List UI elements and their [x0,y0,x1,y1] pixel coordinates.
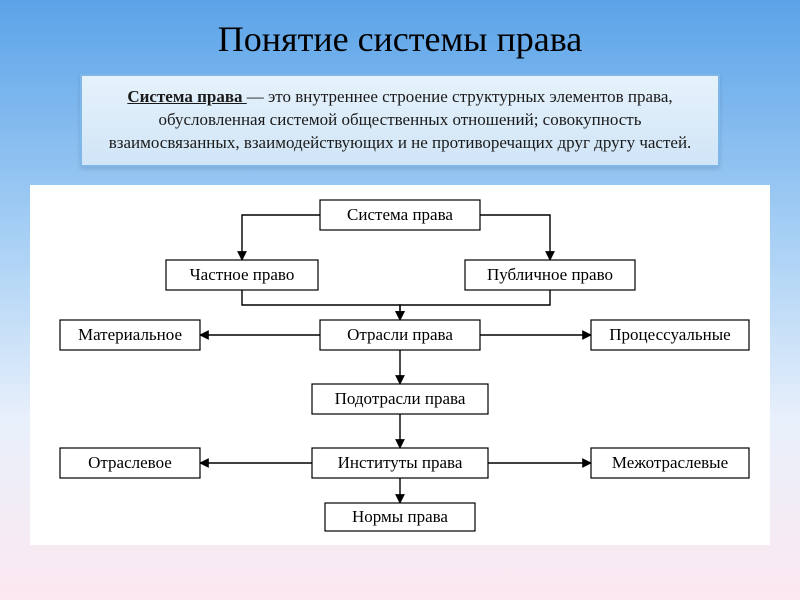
node-public: Публичное право [465,260,635,290]
node-sub: Подотрасли права [312,384,488,414]
svg-text:Отраслевое: Отраслевое [88,453,172,472]
svg-text:Межотраслевые: Межотраслевые [612,453,728,472]
node-norms: Нормы права [325,503,475,531]
definition-term: Система права [127,87,246,106]
edge-public-branches [400,290,550,320]
svg-text:Подотрасли права: Подотрасли права [335,389,466,408]
svg-text:Материальное: Материальное [78,325,182,344]
svg-text:Система права: Система права [347,205,453,224]
flowchart-svg: Система права Частное право Публичное прав… [50,201,750,531]
edge-root-public [480,215,550,260]
svg-text:Публичное право: Публичное право [487,265,613,284]
svg-text:Институты права: Институты права [338,453,463,472]
node-branches: Отрасли права [320,320,480,350]
definition-box: Система права — это внутреннее строение … [80,74,720,167]
node-inter: Межотраслевые [591,448,749,478]
node-root: Система права [320,200,480,230]
node-private: Частное право [166,260,318,290]
slide-title: Понятие системы права [0,0,800,74]
svg-text:Нормы права: Нормы права [352,507,448,526]
node-material: Материальное [60,320,200,350]
edge-root-private [242,215,320,260]
svg-text:Частное право: Частное право [190,265,295,284]
node-proc: Процессуальные [591,320,749,350]
slide-content: Понятие системы права Система права — эт… [0,0,800,545]
edge-private-branches [242,290,400,320]
svg-text:Процессуальные: Процессуальные [609,325,730,344]
svg-text:Отрасли права: Отрасли права [347,325,453,344]
node-inst: Институты права [312,448,488,478]
diagram-panel: Система права Частное право Публичное прав… [30,185,770,545]
node-sectoral: Отраслевое [60,448,200,478]
